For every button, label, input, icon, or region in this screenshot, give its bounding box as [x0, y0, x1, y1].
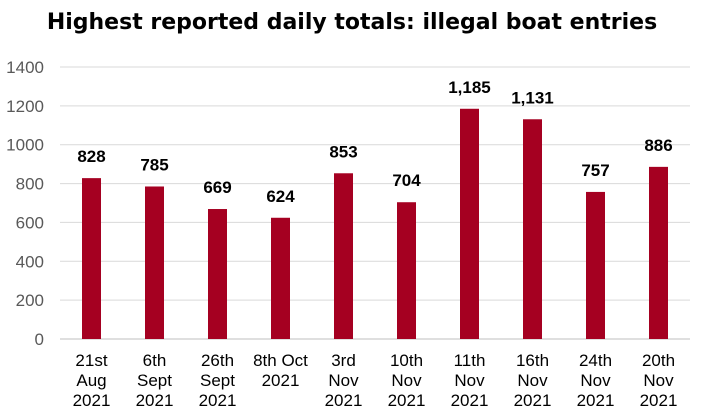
x-tick-label-line: Nov: [643, 371, 674, 390]
data-label: 785: [140, 155, 168, 174]
x-tick-label-line: 2021: [262, 371, 300, 390]
bar: [586, 191, 605, 339]
y-tick-label: 800: [16, 175, 44, 194]
y-tick-label: 600: [16, 213, 44, 232]
x-tick-label-line: 16th: [516, 351, 549, 370]
x-tick-label: 6th Sept 2021: [136, 351, 174, 410]
x-tick-label: 16th Nov 2021: [514, 351, 552, 410]
x-tick-label-line: 2021: [577, 391, 615, 410]
data-label: 757: [581, 161, 609, 180]
bar: [397, 202, 416, 339]
bar: [523, 119, 542, 340]
x-tick-label-line: 3rd: [331, 351, 356, 370]
data-label: 828: [77, 147, 105, 166]
x-tick-label-line: Nov: [454, 371, 485, 390]
data-label: 1,131: [511, 88, 554, 107]
data-label: 886: [644, 136, 672, 155]
x-tick-label: 3rd Nov 2021: [325, 351, 363, 410]
bar: [82, 178, 101, 339]
x-tick-label-line: 11th: [454, 351, 486, 370]
bar: [271, 217, 290, 339]
bar: [208, 209, 227, 339]
x-tick-label-line: Nov: [580, 371, 611, 390]
x-tick-label-line: 2021: [325, 391, 363, 410]
x-tick-label-line: Nov: [517, 371, 548, 390]
x-tick-label-line: 24th: [579, 351, 612, 370]
y-tick-label: 1400: [6, 58, 44, 77]
x-tick-label-line: 2021: [640, 391, 678, 410]
data-label: 669: [203, 178, 231, 197]
x-tick-label-line: Nov: [391, 371, 422, 390]
x-tick-label: 20th Nov 2021: [640, 351, 678, 410]
x-tick-label-line: 8th Oct: [253, 351, 308, 370]
x-tick-label-line: Sept: [137, 371, 172, 390]
bar: [334, 173, 353, 339]
x-tick-label: 21st Aug 2021: [73, 351, 111, 410]
x-tick-label-line: Nov: [328, 371, 359, 390]
x-tick-label-line: 21st: [75, 351, 107, 370]
x-tick-label-line: 6th: [143, 351, 167, 370]
x-tick-label-line: 26th: [201, 351, 234, 370]
bar: [649, 166, 668, 339]
x-tick-label-line: 2021: [388, 391, 426, 410]
x-tick-label-line: 2021: [73, 391, 111, 410]
x-tick-label-line: Sept: [200, 371, 235, 390]
bar: [145, 186, 164, 339]
data-label: 704: [392, 171, 421, 190]
data-label: 1,185: [448, 78, 491, 97]
data-label: 624: [266, 187, 295, 206]
y-tick-label: 200: [16, 291, 44, 310]
x-tick-label-line: 2021: [514, 391, 552, 410]
x-tick-label-line: 20th: [642, 351, 675, 370]
x-tick-label-line: 2021: [451, 391, 489, 410]
x-tick-label-line: Aug: [76, 371, 106, 390]
bar: [460, 108, 479, 340]
x-tick-label: 8th Oct 2021: [253, 351, 308, 390]
y-tick-label: 400: [16, 252, 44, 271]
x-tick-label: 10th Nov 2021: [388, 351, 426, 410]
y-tick-label: 1000: [6, 136, 44, 155]
y-tick-label: 1200: [6, 97, 44, 116]
x-tick-label-line: 10th: [390, 351, 423, 370]
chart-title: Highest reported daily totals: illegal b…: [46, 10, 658, 35]
x-tick-label: 11th Nov 2021: [451, 351, 489, 410]
x-tick-label-line: 2021: [199, 391, 237, 410]
x-tick-label-line: 2021: [136, 391, 174, 410]
x-tick-label: 26th Sept 2021: [199, 351, 237, 410]
data-label: 853: [329, 142, 357, 161]
y-tick-label: 0: [35, 330, 44, 349]
x-tick-label: 24th Nov 2021: [577, 351, 615, 410]
